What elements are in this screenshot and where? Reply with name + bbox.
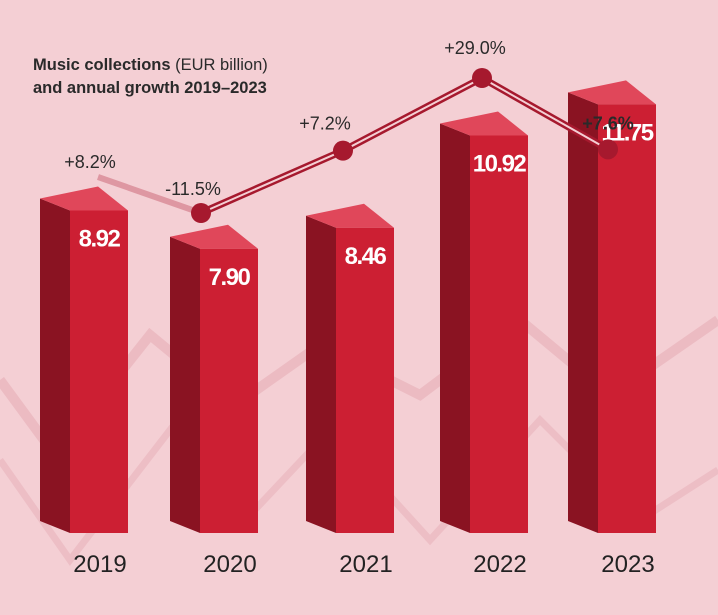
- growth-point: [598, 139, 618, 160]
- growth-label: +7.2%: [299, 114, 351, 134]
- bar-side: [440, 123, 470, 533]
- growth-point: [333, 140, 353, 161]
- growth-point: [472, 68, 492, 88]
- bar-2021: 8.46 2021: [306, 203, 394, 578]
- bar-front: [598, 104, 656, 533]
- growth-line-group: +8.2% -11.5% +7.2% +29.0% +7.6%: [64, 38, 634, 223]
- bar-2019: 8.92 2019: [40, 186, 128, 578]
- chart-title-bold: Music collections: [33, 56, 171, 74]
- bar-top: [306, 203, 394, 228]
- growth-label: +7.6%: [582, 113, 634, 133]
- chart-subtitle: and annual growth 2019–2023: [33, 79, 267, 97]
- x-tick-label: 2020: [203, 551, 256, 578]
- chart-title: Music collections (EUR billion) and annu…: [33, 54, 268, 100]
- bar-front: [200, 248, 258, 533]
- x-tick-label: 2019: [73, 551, 126, 578]
- growth-line-faded: [97, 174, 202, 216]
- bar-2020: 7.90 2020: [170, 224, 258, 578]
- bar-side: [306, 215, 336, 533]
- x-tick-label: 2023: [601, 551, 654, 578]
- bar-value-label: 8.92: [79, 226, 121, 253]
- growth-label: +8.2%: [64, 152, 116, 172]
- growth-line: [199, 74, 610, 217]
- bar-top: [440, 111, 528, 136]
- bar-top: [40, 186, 128, 211]
- growth-point: [191, 203, 211, 223]
- bar-2022: 10.92 2022: [440, 111, 528, 578]
- bar-side: [40, 198, 70, 533]
- growth-line-inner: [200, 76, 609, 214]
- chart-title-unit: (EUR billion): [170, 56, 268, 74]
- growth-label: +29.0%: [444, 38, 506, 58]
- bar-side: [170, 236, 200, 533]
- bar-value-label: 7.90: [209, 264, 251, 291]
- bar-value-label: 8.46: [345, 243, 387, 270]
- bar-side: [568, 92, 598, 533]
- bar-front: [470, 135, 528, 533]
- growth-label: -11.5%: [165, 179, 221, 199]
- bar-value-label: 10.92: [473, 151, 527, 178]
- bar-front: [336, 227, 394, 533]
- bar-top: [568, 80, 656, 105]
- x-tick-label: 2022: [473, 551, 526, 578]
- x-tick-label: 2021: [339, 551, 392, 578]
- bar-front: [70, 210, 128, 533]
- bar-top: [170, 224, 258, 249]
